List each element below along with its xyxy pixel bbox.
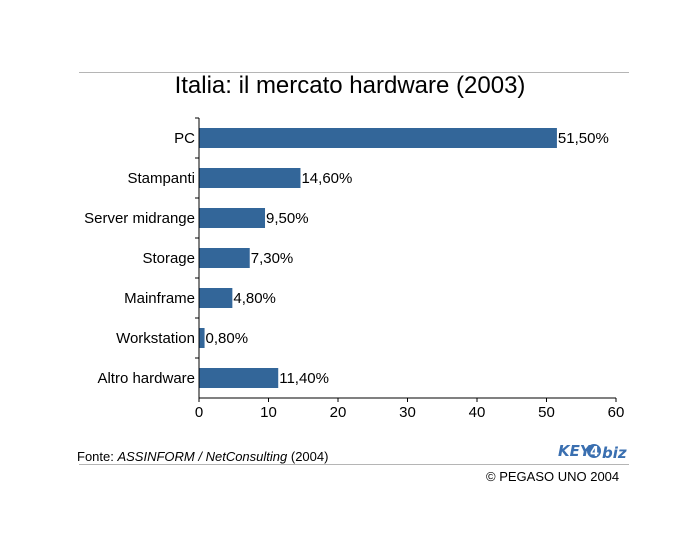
top-divider xyxy=(79,72,629,73)
category-label: Storage xyxy=(142,250,195,267)
category-label: PC xyxy=(174,130,195,147)
x-tick-label: 10 xyxy=(260,404,277,421)
data-label: 14,60% xyxy=(301,170,352,187)
bar-1 xyxy=(199,168,301,188)
x-tick-label: 30 xyxy=(399,404,416,421)
x-tick-label: 60 xyxy=(608,404,625,421)
data-label: 11,40% xyxy=(279,370,329,387)
bottom-divider xyxy=(79,464,629,465)
x-tick-label: 40 xyxy=(469,404,486,421)
logo-circle-icon xyxy=(587,444,601,458)
source-year: (2004) xyxy=(287,449,329,464)
data-label: 0,80% xyxy=(206,330,249,347)
category-label: Stampanti xyxy=(127,170,195,187)
source-org: ASSINFORM / NetConsulting xyxy=(117,449,288,464)
source-prefix: Fonte: xyxy=(77,449,118,464)
source-note: Fonte: ASSINFORM / NetConsulting (2004) xyxy=(77,449,328,464)
data-label: 9,50% xyxy=(266,210,309,227)
bar-0 xyxy=(199,128,557,148)
category-label: Workstation xyxy=(116,330,195,347)
x-tick-label: 20 xyxy=(330,404,347,421)
data-label: 7,30% xyxy=(251,250,294,267)
logo-four-text: 4 xyxy=(590,445,599,460)
bar-5 xyxy=(199,328,205,348)
bar-3 xyxy=(199,248,250,268)
category-label: Altro hardware xyxy=(97,370,195,387)
x-tick-label: 0 xyxy=(195,404,203,421)
data-label: 51,50% xyxy=(558,130,609,147)
logo-key-text: KEY xyxy=(558,442,593,460)
logo-biz-text: biz xyxy=(602,444,627,462)
bar-4 xyxy=(199,288,233,308)
bar-2 xyxy=(199,208,266,228)
bar-6 xyxy=(199,368,279,388)
copyright: © PEGASO UNO 2004 xyxy=(486,469,620,484)
x-tick-label: 50 xyxy=(538,404,555,421)
category-label: Server midrange xyxy=(84,210,195,227)
key4biz-logo: KEY 4 biz xyxy=(558,442,627,462)
category-label: Mainframe xyxy=(124,290,195,307)
chart-title: Italia: il mercato hardware (2003) xyxy=(174,72,526,99)
data-label: 4,80% xyxy=(233,290,276,307)
